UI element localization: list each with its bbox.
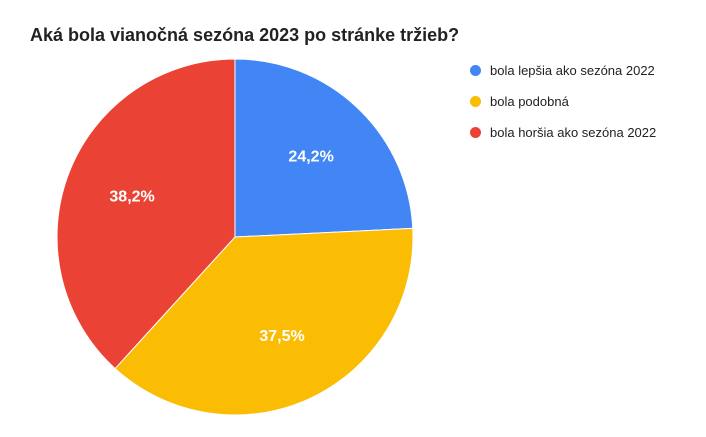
pie-slice-worse [56, 58, 236, 370]
legend-label-worse: bola horšia ako sezóna 2022 [490, 124, 657, 140]
legend-item-worse: bola horšia ako sezóna 2022 [470, 122, 656, 142]
legend-item-similar: bola podobná [470, 91, 656, 111]
slice-label-worse: 38,2% [109, 188, 154, 205]
slice-label-better: 24,2% [288, 148, 333, 165]
slice-label-similar: 37,5% [259, 328, 304, 345]
legend: bola lepšia ako sezóna 2022 bola podobná… [470, 60, 656, 153]
legend-swatch-worse [470, 126, 481, 138]
legend-swatch-better [470, 64, 481, 76]
legend-label-better: bola lepšia ako sezóna 2022 [490, 62, 655, 78]
legend-item-better: bola lepšia ako sezóna 2022 [470, 60, 656, 80]
legend-label-similar: bola podobná [490, 93, 569, 109]
pie-slice-better [234, 58, 414, 238]
chart-title: Aká bola vianočná sezóna 2023 po stránke… [30, 25, 460, 45]
legend-swatch-similar [470, 95, 481, 107]
pie-slice-similar [114, 227, 414, 416]
